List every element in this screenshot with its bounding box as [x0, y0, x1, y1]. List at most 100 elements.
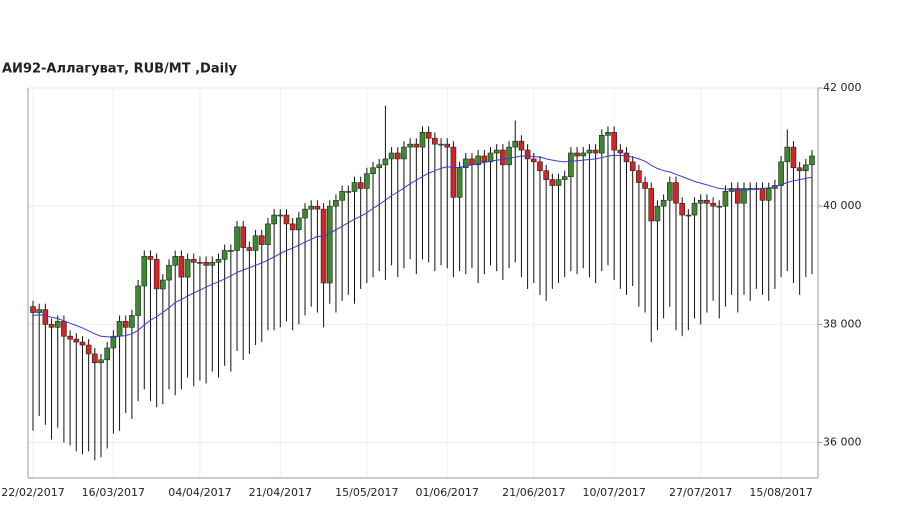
candle-body — [351, 182, 358, 192]
candle-body — [166, 264, 172, 281]
candle-body — [320, 208, 327, 284]
candle-body — [401, 146, 407, 160]
candle-body — [215, 259, 222, 263]
candle-body — [116, 321, 123, 337]
candle-body — [178, 256, 185, 278]
candle-body — [543, 170, 549, 180]
candle-body — [741, 188, 747, 204]
y-tick-label: 40 000 — [823, 199, 862, 212]
candle-body — [450, 146, 457, 198]
candle-body — [209, 262, 216, 266]
candle-body — [648, 188, 655, 222]
candle-body — [518, 140, 525, 151]
candle-body — [234, 226, 240, 251]
candle-body — [456, 167, 463, 198]
candle-body — [345, 191, 352, 193]
candle-body — [432, 137, 438, 145]
candle-body — [530, 158, 537, 163]
candle-body — [30, 306, 36, 313]
candle-body — [67, 335, 73, 340]
candle-body — [673, 182, 679, 204]
candle-body — [759, 188, 766, 201]
candle-body — [271, 214, 277, 225]
candle-body — [493, 149, 500, 154]
x-tick-label: 04/04/2017 — [168, 486, 231, 499]
candle-body — [586, 149, 593, 154]
candle-body — [190, 259, 197, 263]
candle-body — [617, 149, 624, 154]
candle-body — [481, 155, 488, 163]
candle-body — [716, 205, 723, 208]
candle-body — [425, 132, 432, 139]
candle-body — [438, 143, 444, 146]
candle-body — [203, 262, 209, 266]
candle-body — [265, 223, 271, 245]
candle-body — [228, 250, 234, 252]
y-tick-label: 42 000 — [823, 81, 862, 94]
candle-body — [364, 173, 370, 189]
candle-body — [611, 132, 617, 151]
candle-body — [809, 155, 815, 166]
candle-body — [48, 324, 55, 328]
candle-body — [36, 309, 42, 313]
candle-body — [803, 164, 809, 172]
candle-body — [512, 140, 519, 148]
candle-body — [605, 132, 611, 136]
candle-body — [475, 155, 481, 166]
x-tick-label: 16/03/2017 — [82, 486, 145, 499]
candle-body — [147, 256, 154, 260]
candle-body — [296, 217, 302, 231]
candle-body — [61, 321, 67, 337]
candle-body — [765, 188, 772, 201]
candle-body — [500, 149, 506, 166]
candle-body — [289, 223, 296, 231]
candle-body — [444, 143, 451, 148]
candle-body — [697, 199, 704, 204]
candle-body — [537, 161, 543, 172]
candle-body — [598, 134, 605, 154]
candle-body — [258, 235, 265, 245]
candle-body — [580, 152, 587, 157]
x-tick-label: 15/05/2017 — [335, 486, 398, 499]
candle-body — [357, 182, 364, 189]
candle-body — [691, 202, 698, 216]
candle-body — [92, 353, 98, 364]
candle-body — [506, 146, 512, 166]
candle-body — [252, 235, 259, 251]
candles — [30, 105, 815, 461]
candle-body — [561, 176, 568, 180]
candle-body — [339, 191, 345, 201]
x-tick-label: 27/07/2017 — [669, 486, 732, 499]
candle-body — [98, 359, 104, 364]
candle-body — [333, 199, 339, 207]
candle-body — [419, 132, 426, 148]
candle-body — [240, 226, 247, 248]
y-tick-label: 38 000 — [823, 317, 862, 330]
candle-body — [790, 146, 797, 169]
candle-body — [487, 152, 494, 163]
candle-body — [129, 315, 135, 328]
candle-body — [710, 202, 716, 207]
candle-body — [679, 202, 685, 216]
candle-body — [549, 179, 556, 186]
candle-body — [394, 152, 401, 160]
candle-body — [574, 152, 580, 157]
candle-body — [568, 152, 574, 177]
candle-body — [283, 214, 290, 225]
x-tick-label: 15/08/2017 — [749, 486, 812, 499]
candle-body — [308, 205, 315, 210]
candle-body — [778, 161, 784, 186]
candle-body — [685, 214, 692, 217]
candle-body — [73, 338, 80, 343]
candle-body — [221, 250, 228, 260]
candle-body — [667, 182, 673, 201]
candle-body — [370, 167, 376, 174]
candle-body — [623, 152, 630, 163]
candle-body — [141, 256, 148, 287]
candle-body — [42, 309, 49, 325]
candle-body — [326, 205, 333, 284]
candle-body — [636, 170, 642, 183]
candle-body — [555, 179, 562, 186]
candle-body — [735, 188, 741, 204]
